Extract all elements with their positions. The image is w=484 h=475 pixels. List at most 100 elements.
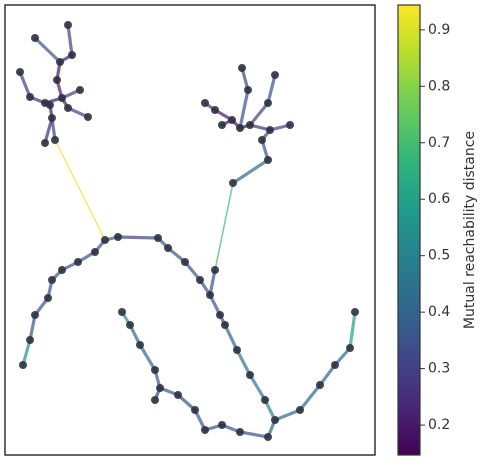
node bbox=[221, 321, 229, 329]
node bbox=[46, 101, 54, 109]
colorbar-tick-label: 0.3 bbox=[428, 361, 450, 377]
node bbox=[58, 94, 66, 102]
edge bbox=[238, 430, 270, 439]
node bbox=[156, 384, 164, 392]
node bbox=[174, 391, 182, 399]
node bbox=[126, 321, 134, 329]
node bbox=[164, 244, 172, 252]
node bbox=[84, 113, 92, 121]
edge bbox=[33, 36, 62, 64]
node bbox=[264, 433, 272, 441]
node bbox=[16, 68, 24, 76]
node bbox=[19, 361, 27, 369]
node bbox=[286, 121, 294, 129]
edge bbox=[348, 310, 357, 350]
node bbox=[351, 308, 359, 316]
edge bbox=[28, 313, 37, 342]
edge bbox=[214, 182, 234, 271]
node bbox=[216, 311, 224, 319]
edge bbox=[66, 23, 74, 57]
node bbox=[51, 136, 59, 144]
colorbar-tick-label: 0.7 bbox=[428, 135, 450, 151]
node bbox=[41, 139, 49, 147]
node bbox=[211, 106, 219, 114]
node bbox=[53, 76, 61, 84]
node bbox=[31, 311, 39, 319]
node bbox=[346, 344, 354, 352]
node bbox=[26, 93, 34, 101]
node bbox=[201, 99, 209, 107]
node bbox=[136, 341, 144, 349]
node bbox=[151, 396, 159, 404]
node bbox=[236, 428, 244, 436]
node bbox=[64, 21, 72, 29]
node bbox=[218, 421, 226, 429]
node bbox=[206, 291, 214, 299]
node bbox=[211, 266, 219, 274]
edge bbox=[54, 139, 106, 241]
edge bbox=[138, 343, 157, 372]
node bbox=[236, 124, 244, 132]
plot-frame bbox=[4, 4, 376, 456]
edge bbox=[248, 373, 267, 402]
edge bbox=[231, 158, 270, 185]
edge bbox=[273, 408, 302, 422]
node bbox=[58, 266, 66, 274]
node bbox=[218, 121, 226, 129]
node bbox=[264, 99, 272, 107]
node bbox=[74, 258, 82, 266]
node bbox=[271, 71, 279, 79]
node bbox=[331, 361, 339, 369]
edge bbox=[21, 338, 32, 367]
node bbox=[31, 34, 39, 42]
node bbox=[114, 233, 122, 241]
node bbox=[101, 236, 109, 244]
node bbox=[68, 51, 76, 59]
node bbox=[26, 336, 34, 344]
edge bbox=[318, 363, 337, 387]
node bbox=[296, 406, 304, 414]
colorbar-tick-label: 0.8 bbox=[428, 78, 450, 94]
edge bbox=[298, 383, 322, 412]
node bbox=[271, 416, 279, 424]
node bbox=[264, 156, 272, 164]
node bbox=[48, 276, 56, 284]
edge bbox=[43, 116, 54, 145]
node bbox=[181, 258, 189, 266]
edge bbox=[208, 268, 217, 297]
colorbar-tick-label: 0.6 bbox=[428, 191, 450, 207]
edge bbox=[116, 235, 160, 240]
node bbox=[246, 371, 254, 379]
node bbox=[316, 381, 324, 389]
edge bbox=[235, 348, 252, 377]
node bbox=[266, 126, 274, 134]
colorbar-label: Mutual reachability distance bbox=[462, 131, 478, 329]
node bbox=[76, 86, 84, 94]
node bbox=[56, 58, 64, 66]
node bbox=[246, 121, 254, 129]
colorbar-tick-label: 0.4 bbox=[428, 304, 450, 320]
edge bbox=[248, 101, 270, 127]
node bbox=[44, 294, 52, 302]
node bbox=[233, 346, 241, 354]
node bbox=[91, 248, 99, 256]
node bbox=[258, 136, 266, 144]
colorbar-tick-label: 0.5 bbox=[428, 248, 450, 264]
colorbar-tick-label: 0.2 bbox=[428, 417, 450, 433]
node bbox=[191, 406, 199, 414]
edge bbox=[18, 70, 32, 99]
colorbar bbox=[397, 4, 421, 456]
node bbox=[229, 179, 237, 187]
node bbox=[48, 114, 56, 122]
node bbox=[238, 64, 246, 72]
node bbox=[244, 86, 252, 94]
node bbox=[154, 234, 162, 242]
node bbox=[151, 366, 159, 374]
colorbar-tick-label: 0.9 bbox=[428, 22, 450, 38]
edge bbox=[238, 88, 250, 130]
node bbox=[261, 396, 269, 404]
node bbox=[228, 116, 236, 124]
node bbox=[64, 104, 72, 112]
edge bbox=[223, 323, 239, 352]
